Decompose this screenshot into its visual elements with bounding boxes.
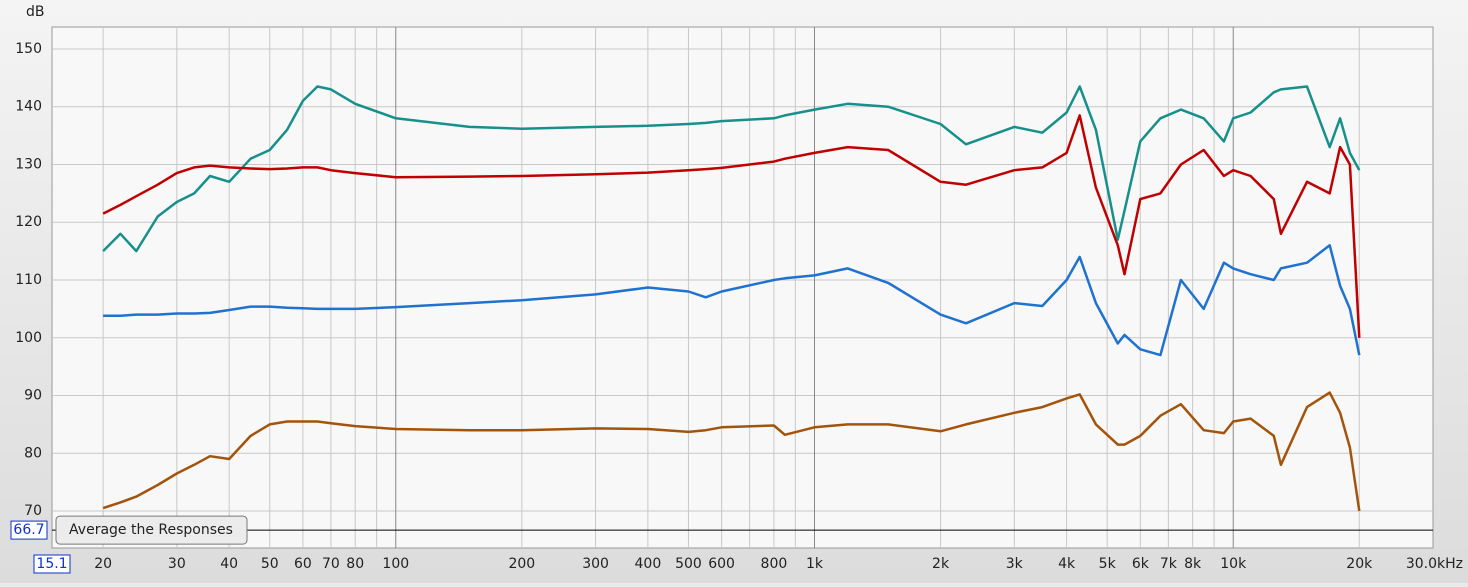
y-axis-label: dB [26,4,45,20]
y-tick-label: 70 [24,503,42,519]
y-tick-label: 150 [15,41,42,57]
x-tick-label: 10k [1220,556,1247,572]
x-tick-label: 5k [1099,556,1117,572]
x-tick-label: 800 [761,556,788,572]
y-tick-label: 80 [24,445,42,461]
y-tick-label: 140 [15,99,42,115]
x-tick-label: 600 [708,556,735,572]
x-tick-label: 2k [932,556,950,572]
x-tick-label: 60 [294,556,312,572]
series-line [103,244,1361,357]
x-tick-label: 80 [346,556,364,572]
y-start-label: 66.7 [13,522,44,538]
x-tick-label: 1k [806,556,824,572]
x-tick-label: 20k [1346,556,1373,572]
x-tick-label: 70 [322,556,340,572]
x-tick-label: 6k [1132,556,1150,572]
x-tick-label: 40 [220,556,238,572]
x-tick-label: 50 [261,556,279,572]
x-tick-label: 100 [382,556,409,572]
x-tick-label: 30 [168,556,186,572]
y-tick-label: 110 [15,272,42,288]
x-tick-label: 4k [1058,556,1076,572]
series-line [102,114,1361,338]
x-start-label: 15.1 [36,556,67,572]
series-line [102,85,1361,253]
button[interactable] [55,515,248,545]
y-tick-label: 90 [24,388,42,404]
y-tick-label: 120 [15,214,42,230]
x-tick-label: 200 [508,556,535,572]
series-line [102,391,1361,512]
y-start-box [10,520,48,540]
x-tick-label: 30.0kHz [1406,556,1463,572]
x-tick-label: 8k [1184,556,1202,572]
x-start-box [33,554,71,574]
x-tick-label: 7k [1160,556,1178,572]
y-tick-label: 130 [15,156,42,172]
y-tick-label: 100 [15,330,42,346]
button-label[interactable]: Average the Responses [69,522,233,538]
x-tick-label: 3k [1006,556,1024,572]
x-tick-label: 400 [635,556,662,572]
x-tick-label: 20 [94,556,112,572]
x-tick-label: 500 [675,556,702,572]
x-tick-label: 300 [582,556,609,572]
